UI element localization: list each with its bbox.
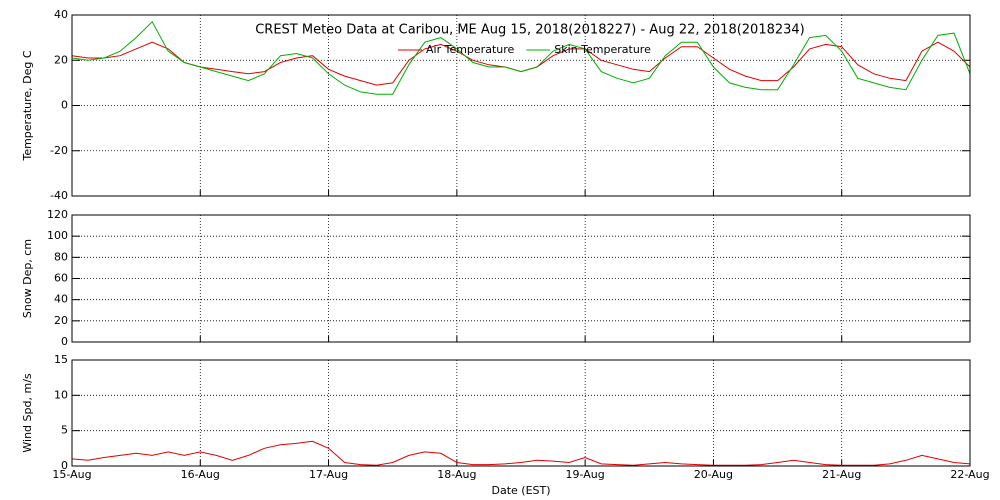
y-tick-label: 120 [47,208,68,221]
x-axis-label: Date (EST) [491,484,550,497]
legend-label: Air Temperature [426,43,515,56]
y-tick-label: 0 [61,459,68,472]
x-tick-label: 22-Aug [950,468,989,481]
plot-frame [71,359,971,467]
y-axis-label: Wind Spd, m/s [21,373,34,453]
y-tick-label: 0 [61,335,68,348]
y-tick-label: 40 [54,8,68,21]
y-tick-label: 15 [54,353,68,366]
legend-label: Skin Temperature [554,43,651,56]
y-tick-label: 10 [54,388,68,401]
y-tick-label: 60 [54,272,68,285]
x-tick-label: 20-Aug [694,468,733,481]
data-line [71,20,971,95]
y-tick-label: 80 [54,250,68,263]
plot-frame [71,14,971,197]
y-tick-label: 5 [61,424,68,437]
x-tick-label: 21-Aug [822,468,861,481]
data-line [71,440,971,466]
y-tick-label: 40 [54,293,68,306]
x-tick-label: 16-Aug [181,468,220,481]
y-tick-label: 0 [61,99,68,112]
x-tick-label: 19-Aug [566,468,605,481]
y-axis-label: Snow Dep, cm [21,239,34,318]
y-tick-label: 20 [54,53,68,66]
y-tick-label: 20 [54,314,68,327]
y-tick-label: -20 [50,144,68,157]
y-tick-label: -40 [50,189,68,202]
x-tick-label: 18-Aug [437,468,476,481]
y-tick-label: 100 [47,229,68,242]
x-tick-label: 15-Aug [52,468,91,481]
plot-frame [71,214,971,343]
x-tick-label: 17-Aug [309,468,348,481]
plot-background [72,215,970,342]
plot-background [72,360,970,466]
chart-title: CREST Meteo Data at Caribou, ME Aug 15, … [255,23,805,38]
plot-background [72,15,970,196]
y-axis-label: Temperature, Deg C [21,50,34,161]
